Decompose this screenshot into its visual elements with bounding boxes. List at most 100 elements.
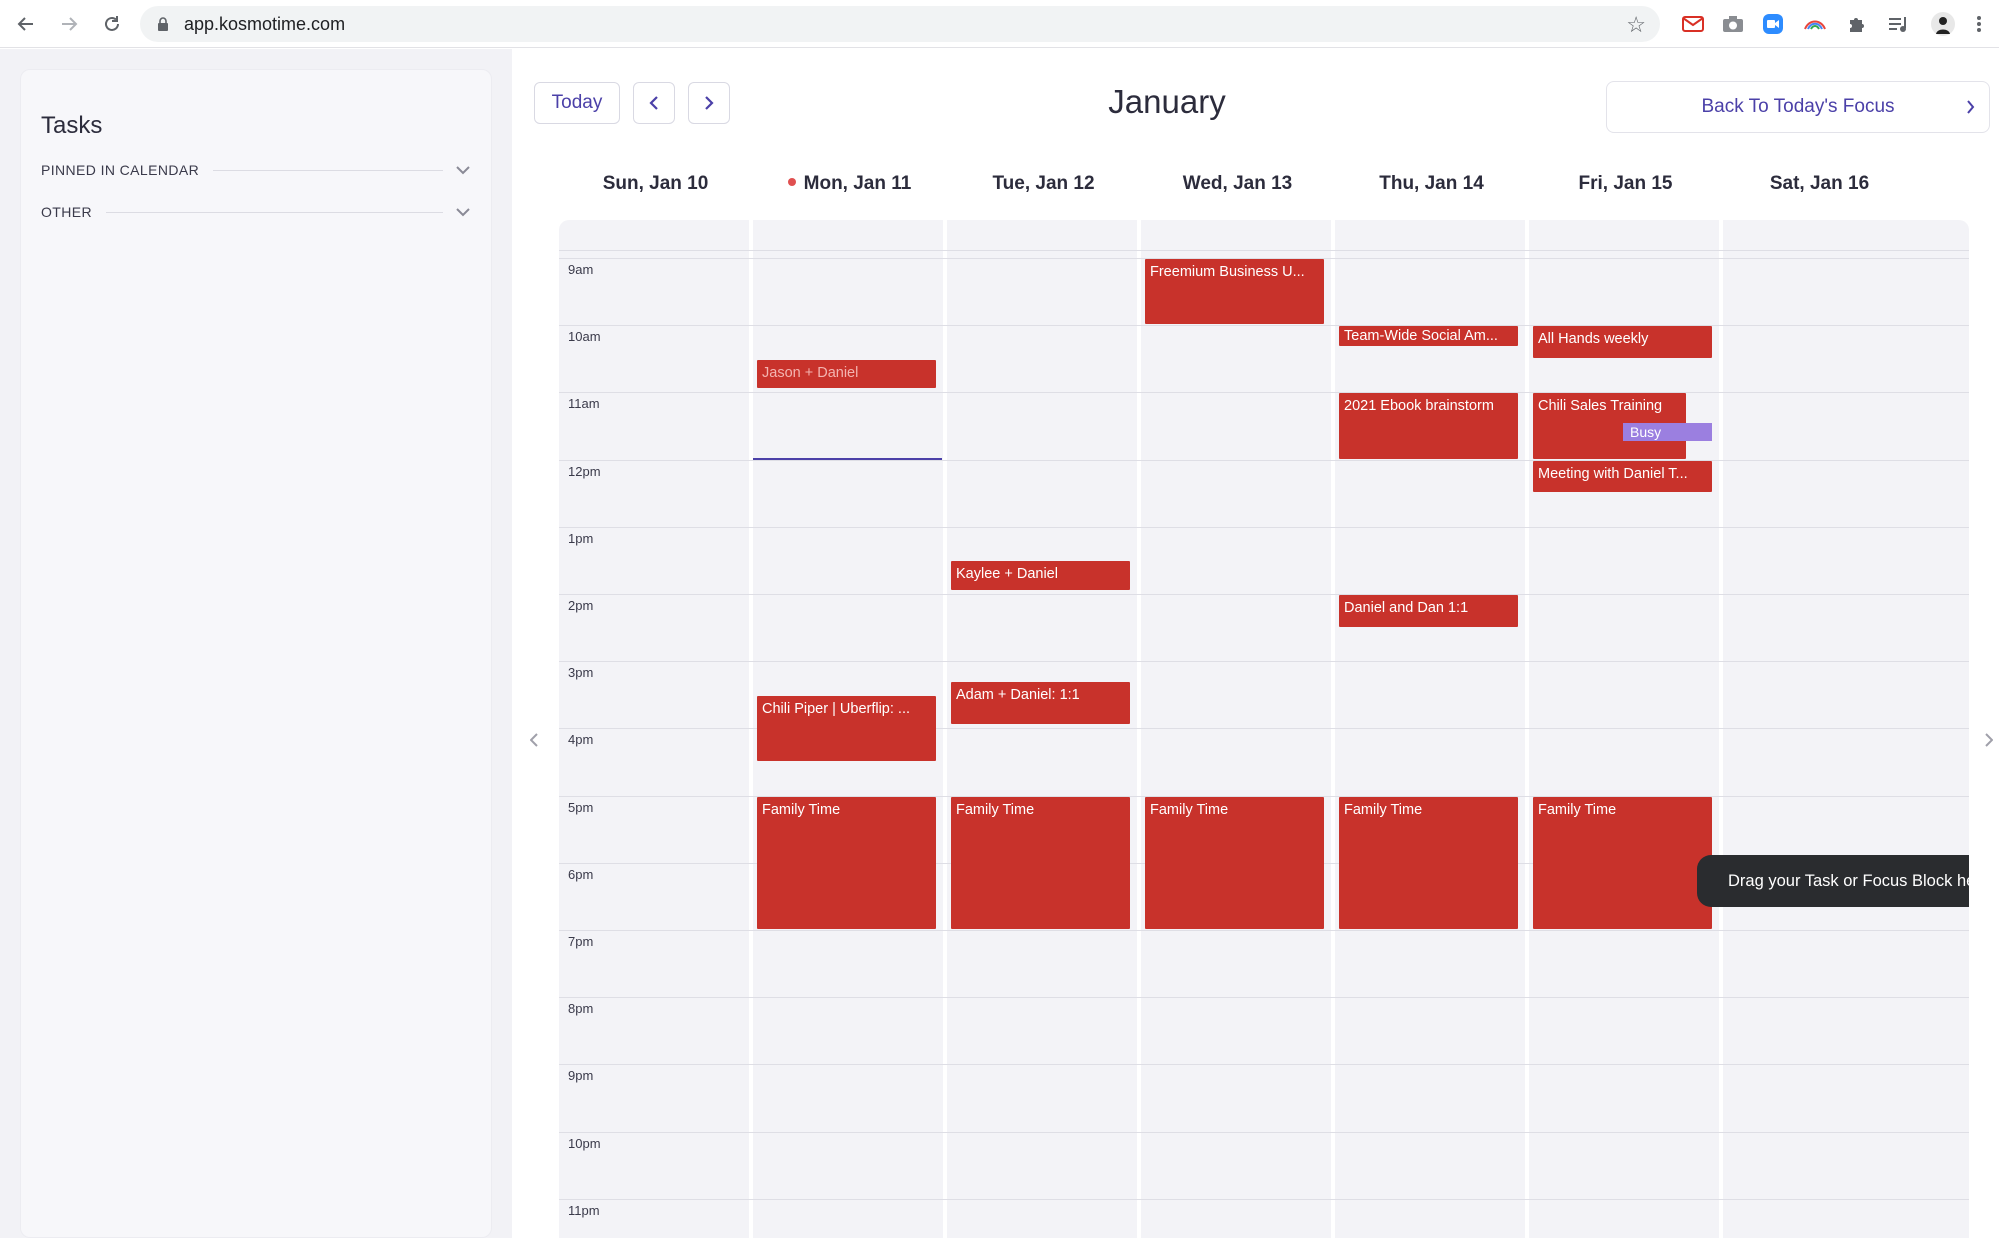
day-header: Sat, Jan 16: [1723, 173, 1916, 195]
avatar[interactable]: [1930, 12, 1956, 36]
calendar-main: Today January Back To Today's Focus Sun,…: [512, 49, 1999, 1238]
hour-label: 11pm: [568, 1202, 600, 1218]
hour-line: [559, 325, 1969, 327]
star-icon[interactable]: ☆: [1626, 12, 1646, 37]
hour-line: [559, 930, 1969, 931]
chevron-left-icon: [649, 96, 658, 110]
calendar-event[interactable]: Team-Wide Social Am...: [1339, 326, 1518, 347]
next-week-button[interactable]: [688, 82, 730, 124]
chevron-right-icon[interactable]: [1980, 731, 1998, 749]
back-to-focus-label: Back To Today's Focus: [1701, 96, 1895, 117]
hour-line: [559, 728, 1969, 730]
calendar-event[interactable]: Daniel and Dan 1:1: [1339, 595, 1518, 627]
lock-icon: [156, 16, 170, 32]
hour-line: [559, 1064, 1969, 1066]
day-header: Tue, Jan 12: [947, 173, 1140, 195]
back-arrow-icon[interactable]: [12, 10, 40, 38]
day-header: Mon, Jan 11: [753, 173, 946, 195]
chevron-left-icon[interactable]: [525, 731, 543, 749]
camera-icon[interactable]: [1720, 12, 1746, 36]
calendar-event[interactable]: Family Time: [757, 796, 936, 929]
hour-line: [559, 526, 1969, 528]
chevron-down-icon[interactable]: [455, 162, 471, 178]
section-pinned-in-calendar[interactable]: PINNED IN CALENDAR: [41, 158, 471, 182]
hour-line: [559, 250, 1969, 251]
zoom-icon[interactable]: [1760, 12, 1786, 36]
day-header-label: Wed, Jan 13: [1182, 173, 1293, 194]
day-header-label: Tue, Jan 12: [992, 173, 1095, 194]
drag-tooltip: Drag your Task or Focus Block here: [1697, 855, 1969, 907]
calendar-event[interactable]: All Hands weekly: [1533, 326, 1712, 358]
hour-label: 6pm: [568, 866, 594, 882]
calendar-event[interactable]: Meeting with Daniel T...: [1533, 460, 1712, 493]
day-header-label: Sat, Jan 16: [1769, 173, 1870, 194]
reload-icon[interactable]: [98, 10, 126, 38]
divider: [106, 211, 443, 213]
section-label: PINNED IN CALENDAR: [41, 162, 200, 178]
chevron-down-icon[interactable]: [455, 204, 471, 220]
url-text: app.kosmotime.com: [184, 13, 346, 34]
day-header: Fri, Jan 15: [1529, 173, 1722, 195]
day-header-label: Thu, Jan 14: [1379, 173, 1484, 194]
hour-line: [559, 997, 1969, 999]
address-bar[interactable]: app.kosmotime.com ☆: [140, 6, 1660, 42]
hour-label: 12pm: [568, 463, 601, 479]
week-grid[interactable]: 9am 10am 11am 12pm 1pm 2pm 3pm 4pm 5pm 6pm 7pm 8pm 9…: [559, 220, 1969, 1238]
hour-label: 7pm: [568, 934, 594, 949]
calendar-event[interactable]: Family Time: [1533, 796, 1712, 929]
previous-week-button[interactable]: [633, 82, 675, 124]
calendar-event[interactable]: Jason + Daniel: [757, 359, 936, 389]
calendar-event[interactable]: Kaylee + Daniel: [951, 561, 1130, 590]
day-header-label: Fri, Jan 15: [1578, 173, 1673, 194]
hour-label: 11am: [568, 396, 600, 412]
gmail-icon[interactable]: [1680, 12, 1706, 36]
tasks-title: Tasks: [41, 112, 103, 139]
more-vertical-icon[interactable]: [1966, 12, 1992, 36]
day-header: Wed, Jan 13: [1141, 173, 1334, 195]
hour-line: [559, 1131, 1969, 1133]
month-title: January: [1108, 83, 1226, 120]
hour-label: 5pm: [568, 799, 594, 815]
chevron-right-icon: [705, 96, 714, 110]
hour-line: [559, 661, 1969, 663]
hour-line: [559, 795, 1969, 797]
hour-line: [559, 1198, 1969, 1200]
hour-label: 10pm: [568, 1135, 601, 1151]
browser-toolbar: app.kosmotime.com ☆: [0, 0, 1999, 48]
hour-label: 9pm: [568, 1068, 594, 1084]
section-other[interactable]: OTHER: [41, 200, 471, 224]
calendar-event[interactable]: 2021 Ebook brainstorm: [1339, 393, 1518, 459]
day-header: Sun, Jan 10: [559, 173, 752, 195]
hour-line: [559, 258, 1969, 259]
calendar-event[interactable]: Family Time: [1145, 796, 1324, 929]
hour-line: [559, 459, 1969, 461]
today-dot-icon: [787, 177, 796, 186]
today-button[interactable]: Today: [534, 82, 620, 124]
day-header-label: Mon, Jan 11: [803, 173, 912, 194]
day-header: Thu, Jan 14: [1335, 173, 1528, 195]
calendar-event[interactable]: Family Time: [951, 796, 1130, 929]
day-header-label: Sun, Jan 10: [602, 173, 709, 194]
section-label: OTHER: [41, 204, 92, 220]
calendar-event[interactable]: Freemium Business U...: [1145, 259, 1324, 325]
current-time-line: [753, 457, 942, 460]
hour-label: 10am: [568, 329, 601, 345]
calendar-event[interactable]: Chili Piper | Uberflip: ...: [757, 695, 936, 761]
busy-marker[interactable]: Busy: [1623, 423, 1712, 441]
hour-line: [559, 594, 1969, 595]
forward-arrow-icon[interactable]: [55, 10, 83, 38]
sidebar-background: Tasks PINNED IN CALENDAR OTHER: [0, 49, 512, 1238]
divider: [213, 169, 443, 171]
hour-label: 4pm: [568, 732, 594, 748]
calendar-event[interactable]: Family Time: [1339, 796, 1518, 929]
hour-label: 1pm: [568, 530, 594, 546]
hour-label: 2pm: [568, 598, 594, 613]
puzzle-icon[interactable]: [1844, 12, 1870, 36]
chevron-right-icon: [1966, 100, 1975, 119]
playlist-icon[interactable]: [1886, 12, 1912, 36]
calendar-event[interactable]: Adam + Daniel: 1:1: [951, 682, 1130, 725]
hour-label: 9am: [568, 262, 594, 277]
rainbow-extension-icon[interactable]: [1802, 12, 1828, 36]
hour-label: 3pm: [568, 665, 594, 681]
back-to-focus-button[interactable]: Back To Today's Focus: [1606, 81, 1990, 133]
